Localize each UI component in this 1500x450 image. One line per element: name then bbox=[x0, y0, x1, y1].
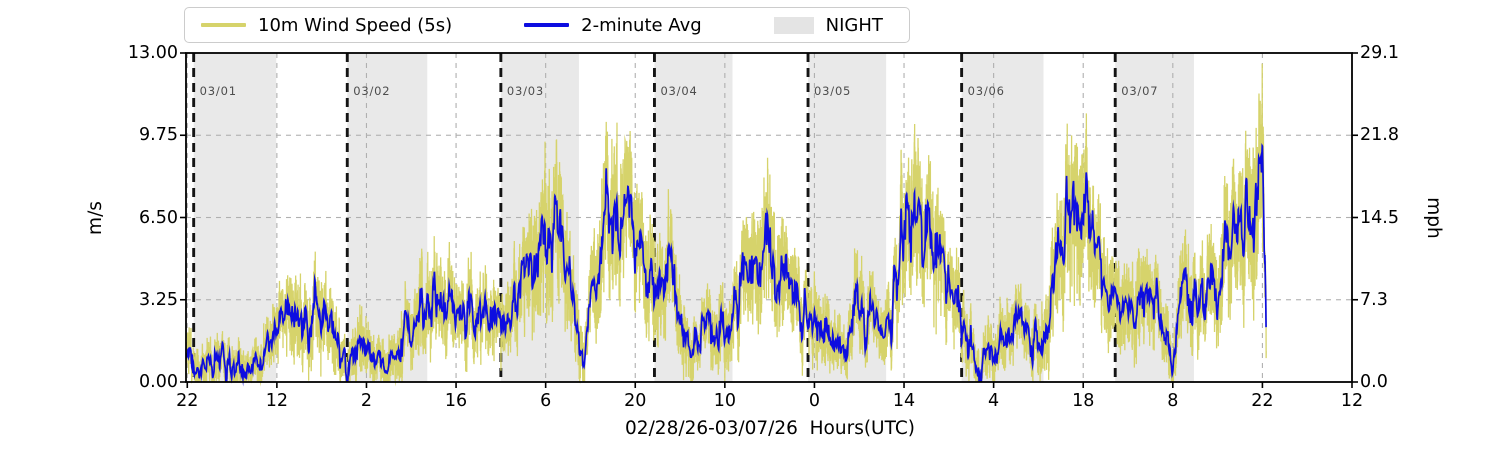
night-patch-swatch bbox=[773, 16, 814, 34]
x-tick-label: 18 bbox=[1072, 391, 1095, 411]
avg-legend-label: 2-minute Avg bbox=[581, 14, 702, 36]
x-tick-label: 2 bbox=[360, 391, 373, 411]
legend-item-wind-5s: 10m Wind Speed (5s) bbox=[201, 15, 452, 36]
y-right-tick-label: 0.0 bbox=[1360, 372, 1388, 392]
day-label: 03/01 bbox=[199, 84, 237, 98]
y-right-tick-label: 7.3 bbox=[1360, 289, 1388, 310]
wind-5s-legend-label: 10m Wind Speed (5s) bbox=[258, 14, 453, 36]
x-tick-label: 10 bbox=[713, 391, 736, 411]
day-label: 03/05 bbox=[814, 84, 852, 98]
legend-item-2min-avg: 2-minute Avg bbox=[524, 15, 702, 36]
day-label: 03/07 bbox=[1121, 84, 1159, 98]
y-left-tick-label: 9.75 bbox=[139, 125, 178, 146]
avg-line-swatch bbox=[524, 23, 570, 27]
x-tick-label: 0 bbox=[808, 391, 820, 411]
y-left-tick-label: 0.00 bbox=[139, 372, 178, 392]
legend-item-night: NIGHT bbox=[773, 14, 883, 36]
x-tick-label: 14 bbox=[892, 391, 916, 411]
wind-5s-line-swatch bbox=[201, 23, 246, 27]
day-label: 03/03 bbox=[506, 84, 544, 98]
legend: 10m Wind Speed (5s) 2-minute Avg NIGHT bbox=[184, 7, 910, 43]
x-tick-label: 6 bbox=[540, 391, 552, 411]
x-axis-label: 02/28/26-03/07/26 Hours(UTC) bbox=[625, 418, 915, 439]
y-axis-right-label: mph bbox=[1423, 197, 1445, 239]
y-left-tick-label: 3.25 bbox=[139, 289, 178, 310]
y-right-tick-label: 29.1 bbox=[1360, 43, 1399, 63]
day-label: 03/06 bbox=[967, 84, 1005, 98]
day-label: 03/04 bbox=[660, 84, 698, 98]
y-right-tick-label: 14.5 bbox=[1360, 207, 1399, 228]
x-tick-label: 12 bbox=[1340, 391, 1364, 411]
x-tick-label: 22 bbox=[1251, 391, 1274, 411]
x-tick-label: 16 bbox=[444, 391, 468, 411]
y-left-tick-label: 13.00 bbox=[127, 43, 178, 63]
y-right-tick-label: 21.8 bbox=[1360, 125, 1399, 146]
x-tick-label: 12 bbox=[265, 391, 288, 411]
y-left-tick-label: 6.50 bbox=[139, 207, 178, 228]
night-legend-label: NIGHT bbox=[825, 14, 883, 36]
x-tick-label: 20 bbox=[624, 391, 647, 411]
y-axis-left-label: m/s bbox=[84, 201, 106, 235]
x-tick-label: 22 bbox=[176, 391, 199, 411]
day-label: 03/02 bbox=[353, 84, 391, 98]
x-tick-label: 4 bbox=[988, 391, 1000, 411]
x-tick-label: 8 bbox=[1167, 391, 1179, 411]
